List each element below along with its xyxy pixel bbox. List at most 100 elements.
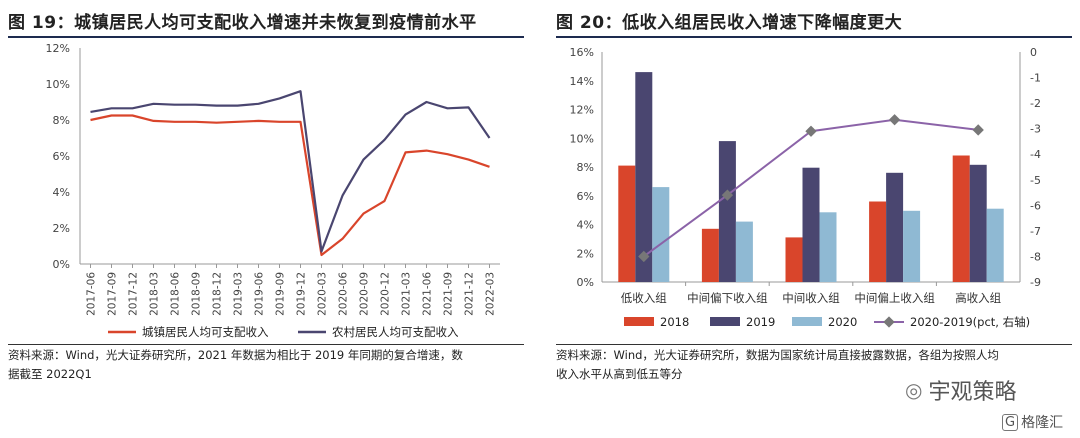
left-y-tick-label: 4% — [53, 186, 70, 199]
watermark-corner-text: 格隆汇 — [1021, 415, 1064, 431]
right-x-tick-label: 低收入组 — [621, 291, 667, 305]
right-bar-2020 — [819, 212, 837, 282]
right-bar-2019 — [718, 141, 736, 282]
right-y2-tick-label: -4 — [1030, 148, 1041, 161]
right-diff-marker — [888, 114, 901, 126]
left-x-tick-label: 2017-12 — [128, 272, 140, 316]
right-y2-tick-label: -1 — [1030, 72, 1041, 85]
right-bar-2019 — [802, 167, 820, 282]
left-line-chart: 0% 2% 4% 6% 8% 10% 12% 2017-06 2017-09 2017-12 201… — [46, 42, 500, 339]
left-chart-title: 图 19：城镇居民人均可支配收入增速并未恢复到疫情前水平 — [8, 13, 477, 33]
right-legend-line-marker — [883, 316, 895, 328]
left-x-tick-label: 2019-09 — [275, 272, 287, 316]
right-source-note: 资料来源：Wind，光大证券研究所，数据为国家统计局直接披露数据，各组为按照人均… — [556, 346, 1076, 384]
right-y2-tick-label: -8 — [1030, 250, 1041, 263]
left-note-line-1: 资料来源：Wind，光大证券研究所，2021 年数据为相比于 2019 年同期的… — [8, 348, 463, 362]
left-x-tick-label: 2017-09 — [107, 272, 119, 316]
right-y-tick-label: 4% — [577, 219, 594, 232]
left-x-tick-label: 2020-03 — [317, 272, 329, 316]
right-y-tick-label: 6% — [577, 190, 594, 203]
right-y2-tick-label: -7 — [1030, 225, 1041, 238]
right-x-tick-label: 中间偏下收入组 — [687, 291, 768, 305]
right-y-tick-label: 2% — [577, 247, 594, 260]
left-y-tick-label: 12% — [46, 42, 70, 55]
left-x-tick-label: 2020-12 — [380, 272, 392, 316]
right-bar-chart: 0% 2% 4% 6% 8% 10% 12% 14% 16% 0 -1 -2 -3 -4 -5 -6 -7 -8 -… — [570, 46, 1041, 329]
left-x-tick-label: 2019-03 — [233, 272, 245, 316]
right-x-tick-label: 中间偏上收入组 — [854, 291, 935, 305]
watermark-corner: G 格隆汇 — [1002, 412, 1063, 432]
right-bar-2018 — [701, 228, 719, 282]
right-y2-tick-label: 0 — [1030, 46, 1037, 59]
left-x-tick-label: 2018-03 — [149, 272, 161, 316]
left-x-tick-label: 2018-09 — [191, 272, 203, 316]
watermark-brand-text: 宇观策略 — [928, 380, 1017, 405]
left-source-note: 资料来源：Wind，光大证券研究所，2021 年数据为相比于 2019 年同期的… — [8, 346, 528, 384]
right-bar-2018 — [952, 155, 970, 282]
right-legend-label-2018: 2018 — [660, 315, 689, 329]
left-x-tick-label: 2022-03 — [485, 272, 497, 316]
right-x-tick-label: 中间收入组 — [782, 291, 840, 305]
right-y2-tick-label: -9 — [1030, 276, 1041, 289]
right-y-tick-label: 0% — [577, 276, 594, 289]
right-bar-2018 — [618, 165, 636, 282]
left-x-tick-label: 2018-06 — [170, 272, 182, 316]
right-bar-2020 — [735, 221, 753, 282]
right-y2-tick-label: -2 — [1030, 97, 1041, 110]
left-y-tick-label: 2% — [53, 222, 70, 235]
left-title-rule — [8, 36, 524, 38]
left-note-rule — [8, 344, 524, 345]
right-bar-2020 — [986, 208, 1004, 282]
left-y-tick-label: 10% — [46, 78, 70, 91]
right-bar-2020 — [903, 210, 921, 282]
left-y-tick-label: 8% — [53, 114, 70, 127]
right-y-tick-label: 8% — [577, 161, 594, 174]
right-legend-line-label: 2020-2019(pct, 右轴) — [910, 315, 1030, 329]
left-series-line-1 — [90, 114, 490, 257]
left-x-tick-label: 2021-03 — [401, 272, 413, 316]
right-y2-tick-label: -5 — [1030, 174, 1041, 187]
right-title-rule — [556, 36, 1072, 38]
right-bar-2020 — [652, 187, 670, 282]
left-x-tick-label: 2021-12 — [464, 272, 476, 316]
left-x-tick-label: 2021-09 — [443, 272, 455, 316]
right-legend-swatch-2018 — [624, 317, 654, 326]
right-note-rule — [556, 344, 1072, 345]
right-diff-marker — [805, 125, 817, 137]
right-y-tick-label: 14% — [570, 75, 594, 88]
left-y-tick-label: 0% — [53, 258, 70, 271]
right-diff-marker — [972, 124, 984, 136]
left-x-tick-label: 2021-06 — [422, 272, 434, 316]
right-note-line-2: 收入水平从高到低五等分 — [556, 367, 683, 381]
right-y-tick-label: 16% — [570, 46, 594, 59]
gelonghui-icon: G — [1002, 413, 1019, 431]
wechat-icon: ◎ — [905, 378, 923, 402]
left-x-tick-label: 2019-12 — [296, 272, 308, 316]
watermark-brand: ◎ 宇观策略 — [905, 374, 1016, 406]
left-x-tick-label: 2017-06 — [86, 272, 98, 316]
right-legend-label-2019: 2019 — [746, 315, 775, 329]
right-bar-2018 — [869, 201, 887, 282]
right-legend-swatch-2020 — [792, 317, 822, 326]
left-x-tick-label: 2020-09 — [359, 272, 371, 316]
left-y-tick-label: 6% — [53, 150, 70, 163]
right-y-tick-label: 12% — [570, 104, 594, 117]
left-series-line-2 — [90, 90, 491, 253]
right-y2-tick-label: -3 — [1030, 123, 1041, 136]
right-diff-marker — [721, 189, 734, 201]
left-legend-label-2: 农村居民人均可支配收入 — [332, 325, 459, 339]
left-note-line-2: 据截至 2022Q1 — [8, 367, 92, 381]
left-legend-label-1: 城镇居民人均可支配收入 — [142, 325, 269, 339]
right-bar-2019 — [635, 72, 653, 282]
right-chart-title: 图 20：低收入组居民收入增速下降幅度更大 — [556, 13, 903, 33]
left-x-tick-label: 2020-06 — [338, 272, 350, 316]
right-bar-2019 — [886, 172, 904, 283]
right-legend-swatch-2019 — [710, 317, 740, 326]
right-note-line-1: 资料来源：Wind，光大证券研究所，数据为国家统计局直接披露数据，各组为按照人均 — [556, 348, 999, 362]
right-x-tick-label: 高收入组 — [955, 291, 1001, 305]
right-bar-2019 — [969, 164, 987, 282]
right-y-tick-label: 10% — [570, 132, 594, 145]
left-x-tick-label: 2019-06 — [254, 272, 266, 316]
right-bar-2018 — [785, 237, 803, 282]
right-y2-tick-label: -6 — [1030, 199, 1041, 212]
